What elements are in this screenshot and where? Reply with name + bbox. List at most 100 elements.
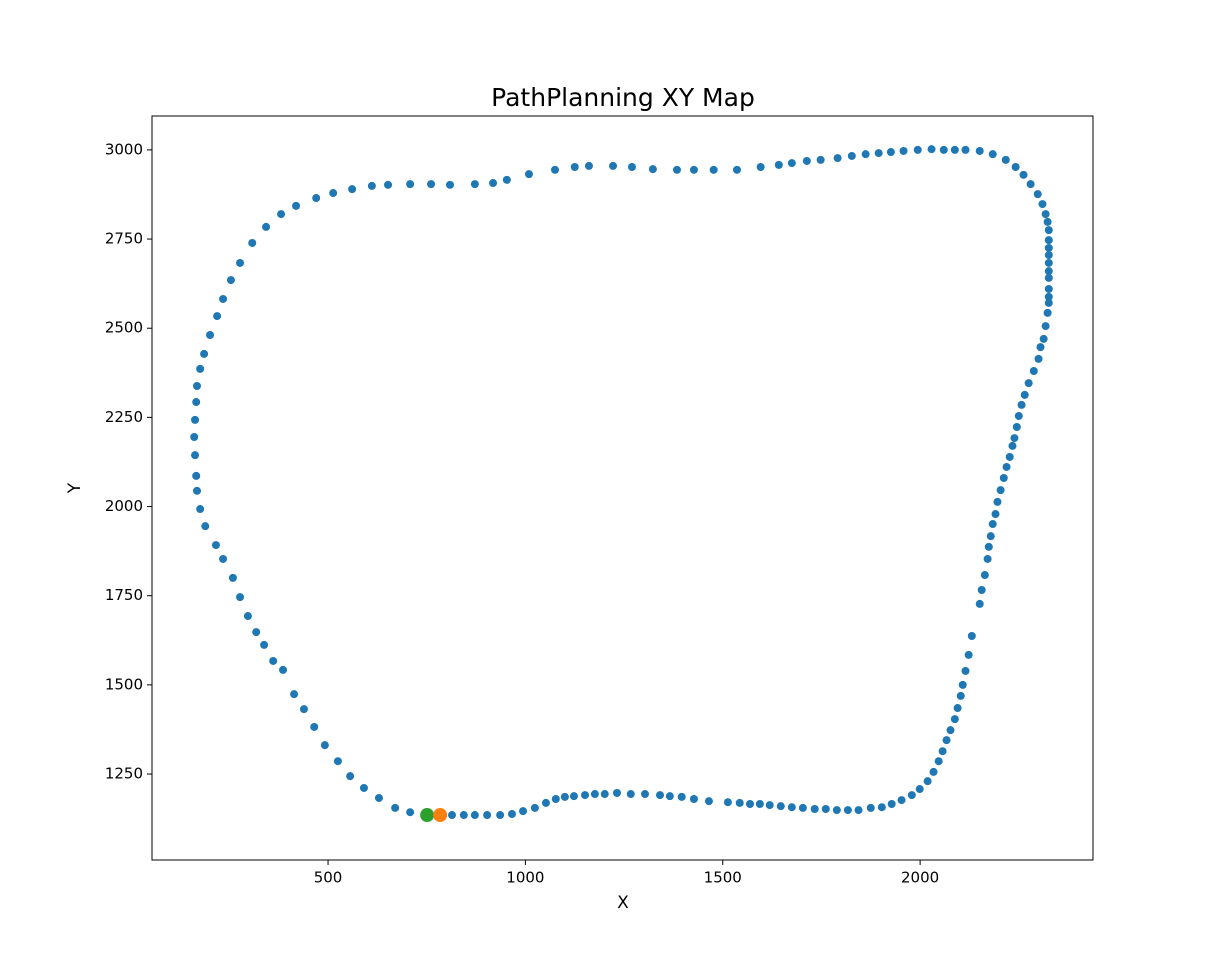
point: [1044, 243, 1053, 252]
point: [1008, 441, 1017, 450]
point: [977, 586, 986, 595]
point: [1043, 217, 1052, 226]
point: [551, 795, 560, 804]
point: [984, 542, 993, 551]
point: [236, 258, 245, 267]
point: [956, 691, 965, 700]
point: [348, 185, 357, 194]
point: [310, 722, 319, 731]
point: [756, 163, 765, 172]
point: [996, 486, 1005, 495]
point: [243, 612, 252, 621]
point: [1044, 251, 1053, 260]
x-tick-label: 2000: [901, 869, 939, 887]
point: [211, 541, 220, 550]
point: [519, 807, 528, 816]
point: [1044, 292, 1053, 301]
point: [551, 165, 560, 174]
point: [219, 554, 228, 563]
point: [887, 800, 896, 809]
point: [384, 180, 393, 189]
point: [1036, 343, 1045, 352]
point: [655, 791, 664, 800]
point: [704, 797, 713, 806]
point: [886, 148, 895, 157]
point: [581, 791, 590, 800]
point: [927, 145, 936, 154]
y-tick-label: 1750: [105, 586, 143, 604]
point: [975, 146, 984, 155]
point: [292, 201, 301, 210]
point: [689, 165, 698, 174]
point: [913, 145, 922, 154]
point: [833, 154, 842, 163]
x-tick-label: 1500: [704, 869, 742, 887]
x-tick-label: 500: [314, 869, 343, 887]
point: [470, 811, 479, 820]
point: [843, 806, 852, 815]
point: [312, 194, 321, 203]
point: [689, 795, 698, 804]
point: [290, 690, 299, 699]
point: [1017, 400, 1026, 409]
point: [569, 792, 578, 801]
point: [489, 179, 498, 188]
point: [406, 180, 415, 189]
point: [967, 632, 976, 641]
point: [299, 705, 308, 714]
point: [938, 747, 947, 756]
point: [626, 790, 635, 799]
plot-frame: [151, 115, 1094, 861]
point: [1041, 210, 1050, 219]
point: [192, 486, 201, 495]
point: [1010, 434, 1019, 443]
point: [260, 640, 269, 649]
point: [745, 800, 754, 809]
point: [427, 180, 436, 189]
point: [942, 736, 951, 745]
point: [776, 802, 785, 811]
point: [1043, 308, 1052, 317]
point: [374, 793, 383, 802]
point: [991, 510, 1000, 519]
point: [1012, 423, 1021, 432]
point: [787, 803, 796, 812]
point: [612, 788, 621, 797]
point: [200, 349, 209, 358]
point: [1044, 226, 1053, 235]
point: [816, 155, 825, 164]
point: [1041, 322, 1050, 331]
point: [832, 806, 841, 815]
point: [541, 798, 550, 807]
point: [346, 772, 355, 781]
point: [459, 811, 468, 820]
point: [483, 811, 492, 820]
point: [277, 210, 286, 219]
point: [709, 165, 718, 174]
point: [1044, 267, 1053, 276]
point: [1038, 200, 1047, 209]
point: [609, 161, 618, 170]
point: [861, 150, 870, 159]
point: [590, 790, 599, 799]
point: [939, 145, 948, 154]
point: [190, 432, 199, 441]
point: [665, 792, 674, 801]
point: [219, 294, 228, 303]
y-tick-label: 2500: [105, 319, 143, 337]
point: [802, 156, 811, 165]
point: [899, 146, 908, 155]
point: [192, 471, 201, 480]
point: [627, 163, 636, 172]
point: [1026, 180, 1035, 189]
point: [502, 175, 511, 184]
point: [524, 170, 533, 179]
point: [1044, 273, 1053, 282]
point: [496, 811, 505, 820]
y-tick-label: 1250: [105, 765, 143, 783]
point: [953, 704, 962, 713]
point: [1014, 411, 1023, 420]
point: [1024, 379, 1033, 388]
y-tick-label: 1500: [105, 675, 143, 693]
